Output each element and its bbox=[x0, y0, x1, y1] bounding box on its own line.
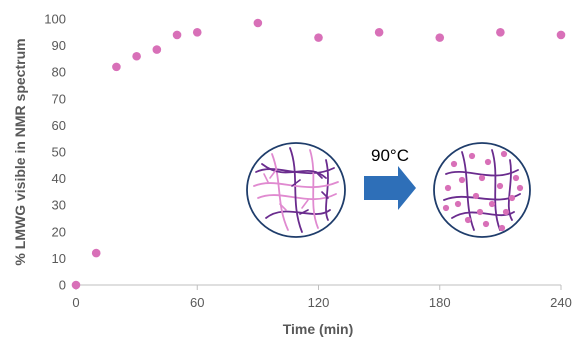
x-tick-label: 180 bbox=[429, 295, 451, 310]
gel-fiber-branch bbox=[279, 203, 287, 211]
solution-fiber bbox=[491, 149, 501, 231]
solution-dot bbox=[512, 174, 520, 182]
data-point bbox=[374, 28, 384, 37]
y-tick-label: 30 bbox=[52, 198, 66, 213]
gel-fiber bbox=[271, 153, 289, 231]
solution-dot bbox=[444, 184, 452, 192]
gel-fiber-branch bbox=[263, 173, 269, 183]
data-points bbox=[71, 18, 566, 290]
solution-dot bbox=[464, 216, 472, 224]
data-point bbox=[314, 33, 323, 42]
solution-dot bbox=[516, 184, 524, 192]
solution-dot bbox=[468, 152, 476, 160]
gel-to-solution-illustration: 90°C bbox=[246, 142, 531, 238]
solution-dot bbox=[482, 220, 490, 228]
x-tick-label: 60 bbox=[190, 295, 204, 310]
data-point bbox=[112, 62, 121, 72]
gel-fiber bbox=[289, 147, 303, 233]
y-tick-label: 10 bbox=[52, 251, 66, 266]
data-point bbox=[556, 30, 566, 40]
y-tick-label: 20 bbox=[52, 224, 66, 239]
y-tick-label: 70 bbox=[52, 91, 66, 106]
data-point bbox=[132, 51, 141, 61]
solution-dot bbox=[500, 150, 508, 158]
gel-fiber bbox=[325, 159, 329, 221]
y-tick-label: 60 bbox=[52, 118, 66, 133]
x-tick-label: 0 bbox=[72, 295, 79, 310]
y-axis-title: % LMWG visible in NMR spectrum bbox=[12, 38, 28, 265]
data-point bbox=[152, 45, 162, 54]
gel-fiber-branch bbox=[291, 179, 301, 187]
solution-dot bbox=[454, 200, 462, 208]
data-point bbox=[496, 28, 505, 37]
solution-dot bbox=[484, 158, 492, 166]
gel-fiber bbox=[265, 209, 331, 219]
y-tick-label: 40 bbox=[52, 171, 66, 186]
solution-dot bbox=[442, 204, 450, 212]
data-point bbox=[435, 33, 445, 42]
gel-fiber-branch bbox=[301, 199, 309, 209]
data-point bbox=[192, 28, 202, 37]
gel-network-circle bbox=[246, 142, 346, 238]
solution-dots bbox=[442, 150, 524, 232]
gel-fiber bbox=[309, 149, 319, 229]
data-point bbox=[253, 18, 263, 28]
solution-dot bbox=[458, 176, 466, 184]
temperature-label: 90°C bbox=[371, 146, 409, 165]
solution-dot bbox=[478, 174, 486, 182]
solution-dot bbox=[498, 224, 506, 232]
gel-fiber-branch bbox=[269, 169, 277, 179]
solution-fiber bbox=[461, 151, 475, 231]
x-axis-title: Time (min) bbox=[283, 321, 354, 337]
solution-fiber bbox=[507, 159, 513, 221]
solution-dot bbox=[450, 160, 458, 168]
y-tick-label: 90 bbox=[52, 38, 66, 53]
data-point bbox=[71, 280, 81, 290]
data-point bbox=[172, 30, 182, 40]
y-tick-label: 80 bbox=[52, 65, 66, 80]
y-tick-label: 0 bbox=[59, 278, 66, 293]
y-axis-ticks: 0 10 20 30 40 50 60 70 80 90 100 bbox=[44, 12, 66, 293]
solution-dot bbox=[496, 182, 504, 190]
solution-circle bbox=[433, 142, 531, 238]
solution-dot bbox=[508, 194, 516, 202]
gel-fiber-branch bbox=[315, 171, 323, 179]
gel-fiber bbox=[261, 163, 327, 179]
y-tick-label: 50 bbox=[52, 145, 66, 160]
data-point bbox=[91, 248, 101, 258]
x-tick-label: 240 bbox=[550, 295, 572, 310]
solution-dot bbox=[488, 200, 496, 208]
solution-dot bbox=[502, 208, 510, 216]
gel-fibers bbox=[253, 147, 339, 233]
gel-fiber-branch bbox=[321, 191, 329, 199]
solution-fibers bbox=[443, 149, 521, 231]
y-tick-label: 100 bbox=[44, 12, 66, 27]
gel-fiber-branch bbox=[299, 209, 309, 215]
heating-arrow bbox=[364, 166, 416, 210]
solution-dot bbox=[476, 208, 484, 216]
x-tick-label: 120 bbox=[308, 295, 330, 310]
solution-dot bbox=[472, 192, 480, 200]
x-axis-ticks: 0 60 120 180 240 bbox=[72, 285, 572, 310]
